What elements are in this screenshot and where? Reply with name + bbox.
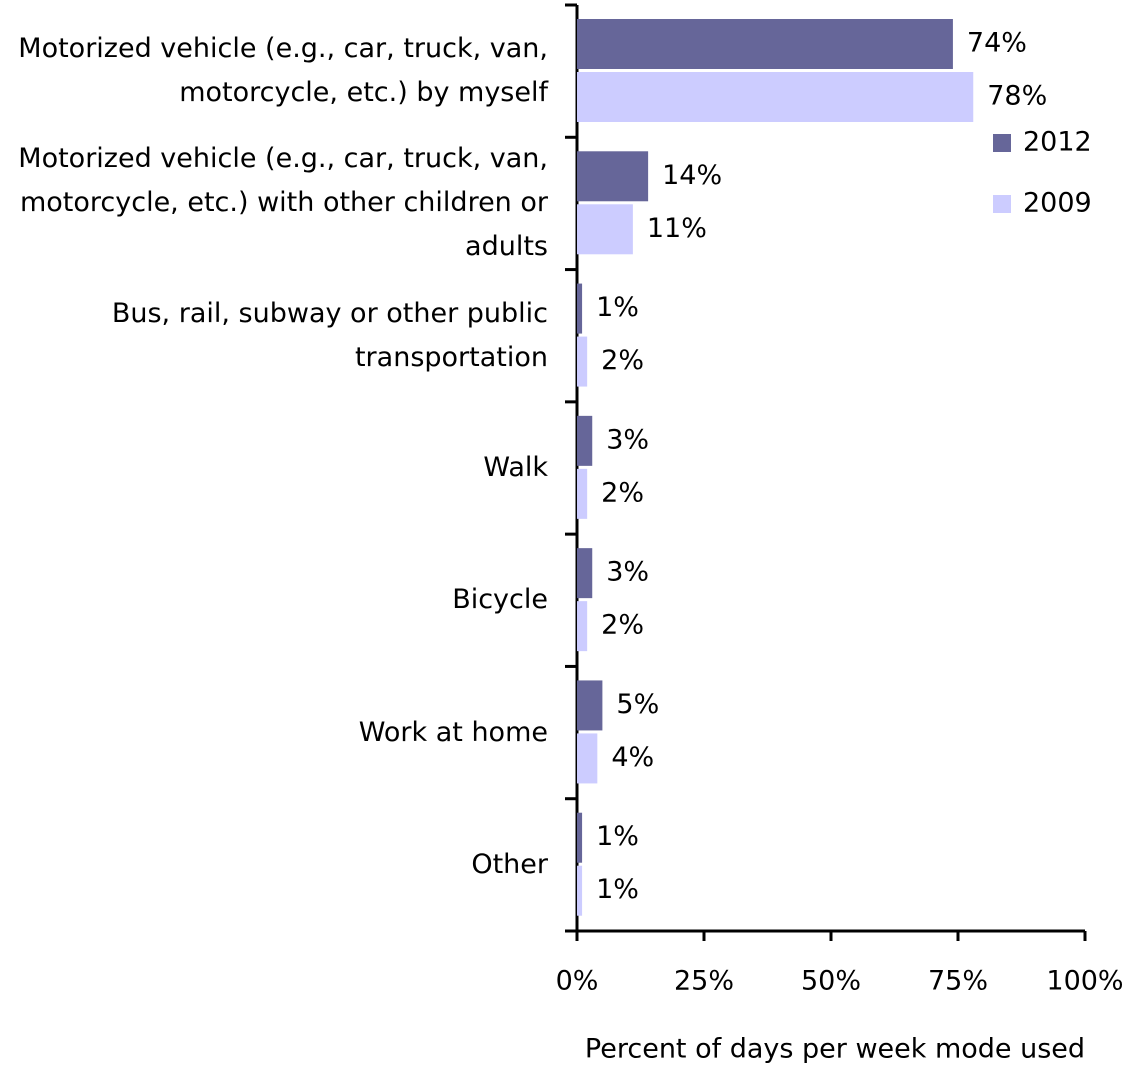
bar bbox=[577, 151, 649, 202]
y-tick-label: Motorized vehicle (e.g., car, truck, van… bbox=[18, 33, 548, 109]
category-label-box: Walk bbox=[483, 451, 548, 483]
data-label: 4% bbox=[611, 742, 654, 773]
y-tick-label: Bus, rail, subway or other public transp… bbox=[111, 297, 548, 373]
bar bbox=[577, 733, 598, 784]
category-label-box: Bus, rail, subway or other public transp… bbox=[111, 297, 548, 373]
bar bbox=[577, 865, 583, 916]
data-label: 1% bbox=[596, 874, 639, 905]
legend-swatch bbox=[993, 195, 1011, 213]
bar bbox=[577, 548, 593, 599]
data-label: 78% bbox=[987, 81, 1047, 112]
bar bbox=[577, 415, 593, 466]
category-label-box: Bicycle bbox=[452, 584, 548, 616]
y-tick-label: Bicycle bbox=[452, 584, 548, 616]
category-label-box: Work at home bbox=[358, 716, 548, 748]
data-label: 11% bbox=[647, 213, 707, 244]
data-label: 74% bbox=[967, 28, 1027, 59]
data-label: 1% bbox=[596, 821, 639, 852]
x-tick-label: 75% bbox=[928, 966, 988, 997]
x-axis-title: Percent of days per week mode used bbox=[585, 1034, 1085, 1065]
y-tick-label: Motorized vehicle (e.g., car, truck, van… bbox=[18, 143, 548, 263]
bar bbox=[577, 601, 588, 652]
bar bbox=[577, 680, 603, 731]
legend-label: 2012 bbox=[1023, 127, 1092, 158]
legend-label: 2009 bbox=[1023, 188, 1092, 219]
bar bbox=[577, 812, 583, 863]
bar bbox=[577, 468, 588, 519]
data-label: 5% bbox=[616, 689, 659, 720]
bar bbox=[577, 72, 974, 122]
bar bbox=[577, 336, 588, 387]
data-label: 3% bbox=[606, 557, 649, 588]
data-label: 14% bbox=[662, 160, 722, 191]
x-tick-label: 0% bbox=[556, 966, 599, 997]
y-tick-label: Work at home bbox=[358, 716, 548, 748]
category-label-box: Motorized vehicle (e.g., car, truck, van… bbox=[18, 33, 548, 109]
data-label: 1% bbox=[596, 292, 639, 323]
legend-swatch bbox=[993, 134, 1011, 152]
data-label: 2% bbox=[601, 610, 644, 641]
y-tick-label: Other bbox=[471, 848, 548, 880]
x-tick-label: 50% bbox=[801, 966, 861, 997]
data-label: 3% bbox=[606, 424, 649, 455]
bar bbox=[577, 19, 953, 69]
data-label: 2% bbox=[601, 477, 644, 508]
x-tick-label: 100% bbox=[1046, 966, 1123, 997]
bar bbox=[577, 283, 583, 334]
x-tick-label: 25% bbox=[674, 966, 734, 997]
bar bbox=[577, 204, 633, 255]
data-label: 2% bbox=[601, 345, 644, 376]
category-label-box: Motorized vehicle (e.g., car, truck, van… bbox=[18, 143, 548, 263]
y-tick-label: Walk bbox=[483, 451, 548, 483]
category-label-box: Other bbox=[471, 848, 548, 880]
